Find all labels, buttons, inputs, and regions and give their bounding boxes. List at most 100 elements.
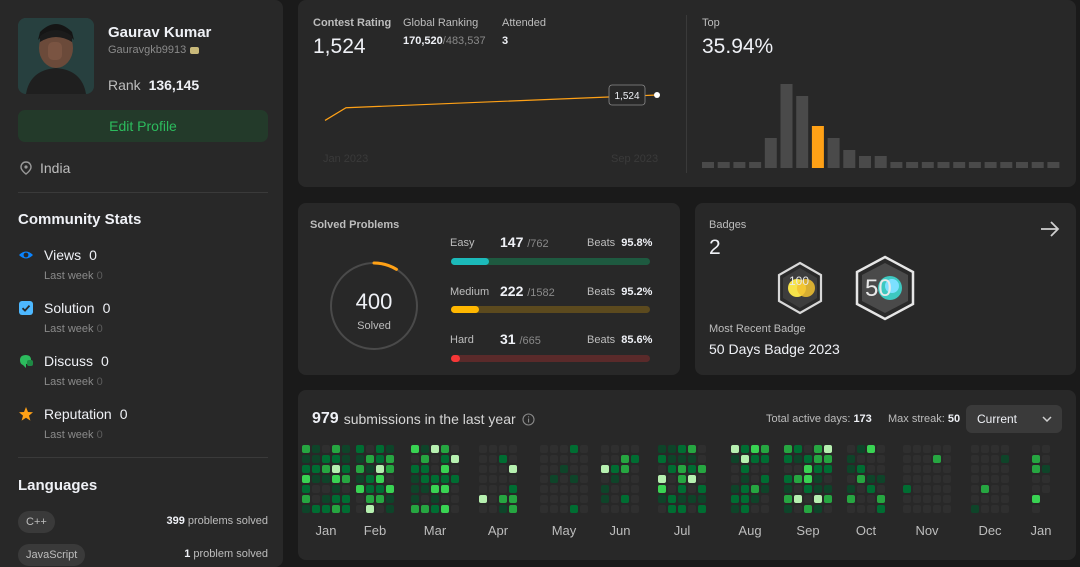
heatmap-cell[interactable] [668,485,676,493]
heatmap-cell[interactable] [867,455,875,463]
heatmap-cell[interactable] [499,495,507,503]
heatmap-cell[interactable] [751,465,759,473]
50-days-badge-icon[interactable]: 50 [853,255,917,321]
histogram-bar[interactable] [780,84,793,168]
heatmap-cell[interactable] [1032,455,1040,463]
heatmap-cell[interactable] [867,495,875,503]
heatmap-cell[interactable] [332,475,340,483]
language-tag[interactable]: JavaScript [18,544,86,566]
heatmap-cell[interactable] [903,475,911,483]
heatmap-cell[interactable] [814,505,822,513]
heatmap-cell[interactable] [877,475,885,483]
heatmap-cell[interactable] [688,485,696,493]
heatmap-cell[interactable] [451,465,459,473]
heatmap-cell[interactable] [489,495,497,503]
heatmap-cell[interactable] [570,455,578,463]
heatmap-cell[interactable] [580,455,588,463]
heatmap-cell[interactable] [731,485,739,493]
heatmap-cell[interactable] [540,495,548,503]
heatmap-cell[interactable] [678,455,686,463]
heatmap-cell[interactable] [877,485,885,493]
heatmap-cell[interactable] [540,485,548,493]
heatmap-cell[interactable] [451,495,459,503]
heatmap-cell[interactable] [804,465,812,473]
heatmap-cell[interactable] [322,465,330,473]
heatmap-cell[interactable] [560,485,568,493]
heatmap-cell[interactable] [751,455,759,463]
heatmap-cell[interactable] [688,465,696,473]
heatmap-cell[interactable] [1001,455,1009,463]
heatmap-cell[interactable] [857,455,865,463]
heatmap-cell[interactable] [857,495,865,503]
heatmap-cell[interactable] [913,445,921,453]
heatmap-cell[interactable] [366,465,374,473]
heatmap-cell[interactable] [784,475,792,483]
heatmap-cell[interactable] [658,445,666,453]
heatmap-cell[interactable] [342,505,350,513]
rating-point[interactable] [654,92,660,99]
submission-heatmap[interactable] [298,390,1076,560]
heatmap-cell[interactable] [421,495,429,503]
heatmap-cell[interactable] [857,475,865,483]
heatmap-cell[interactable] [499,505,507,513]
heatmap-cell[interactable] [332,485,340,493]
heatmap-cell[interactable] [678,445,686,453]
heatmap-cell[interactable] [1001,505,1009,513]
heatmap-cell[interactable] [981,445,989,453]
heatmap-cell[interactable] [658,495,666,503]
heatmap-cell[interactable] [479,455,487,463]
heatmap-cell[interactable] [913,465,921,473]
heatmap-cell[interactable] [489,455,497,463]
heatmap-cell[interactable] [698,485,706,493]
heatmap-cell[interactable] [933,505,941,513]
heatmap-cell[interactable] [991,445,999,453]
heatmap-cell[interactable] [1001,485,1009,493]
heatmap-cell[interactable] [867,475,875,483]
heatmap-cell[interactable] [550,475,558,483]
heatmap-cell[interactable] [1042,485,1050,493]
heatmap-cell[interactable] [903,455,911,463]
heatmap-cell[interactable] [489,485,497,493]
heatmap-cell[interactable] [923,505,931,513]
heatmap-cell[interactable] [411,455,419,463]
heatmap-cell[interactable] [903,505,911,513]
heatmap-cell[interactable] [601,495,609,503]
heatmap-cell[interactable] [451,505,459,513]
heatmap-cell[interactable] [933,445,941,453]
heatmap-cell[interactable] [356,485,364,493]
heatmap-cell[interactable] [794,455,802,463]
heatmap-cell[interactable] [421,445,429,453]
heatmap-cell[interactable] [342,455,350,463]
heatmap-cell[interactable] [421,455,429,463]
heatmap-cell[interactable] [678,485,686,493]
heatmap-cell[interactable] [631,495,639,503]
heatmap-cell[interactable] [312,485,320,493]
heatmap-cell[interactable] [322,495,330,503]
heatmap-cell[interactable] [784,445,792,453]
heatmap-cell[interactable] [658,475,666,483]
histogram-bar[interactable] [874,156,887,168]
histogram-bar[interactable] [733,162,746,168]
heatmap-cell[interactable] [601,455,609,463]
heatmap-cell[interactable] [784,505,792,513]
heatmap-cell[interactable] [981,475,989,483]
heatmap-cell[interactable] [451,475,459,483]
histogram-bar[interactable] [953,162,966,168]
heatmap-cell[interactable] [804,475,812,483]
heatmap-cell[interactable] [847,505,855,513]
heatmap-cell[interactable] [489,445,497,453]
heatmap-cell[interactable] [441,495,449,503]
heatmap-cell[interactable] [824,465,832,473]
heatmap-cell[interactable] [658,455,666,463]
heatmap-cell[interactable] [479,495,487,503]
heatmap-cell[interactable] [678,505,686,513]
heatmap-cell[interactable] [867,465,875,473]
heatmap-cell[interactable] [441,465,449,473]
rating-distribution-chart[interactable] [702,70,1062,170]
heatmap-cell[interactable] [540,455,548,463]
heatmap-cell[interactable] [824,505,832,513]
heatmap-cell[interactable] [741,485,749,493]
heatmap-cell[interactable] [981,495,989,503]
heatmap-cell[interactable] [688,495,696,503]
heatmap-cell[interactable] [658,465,666,473]
